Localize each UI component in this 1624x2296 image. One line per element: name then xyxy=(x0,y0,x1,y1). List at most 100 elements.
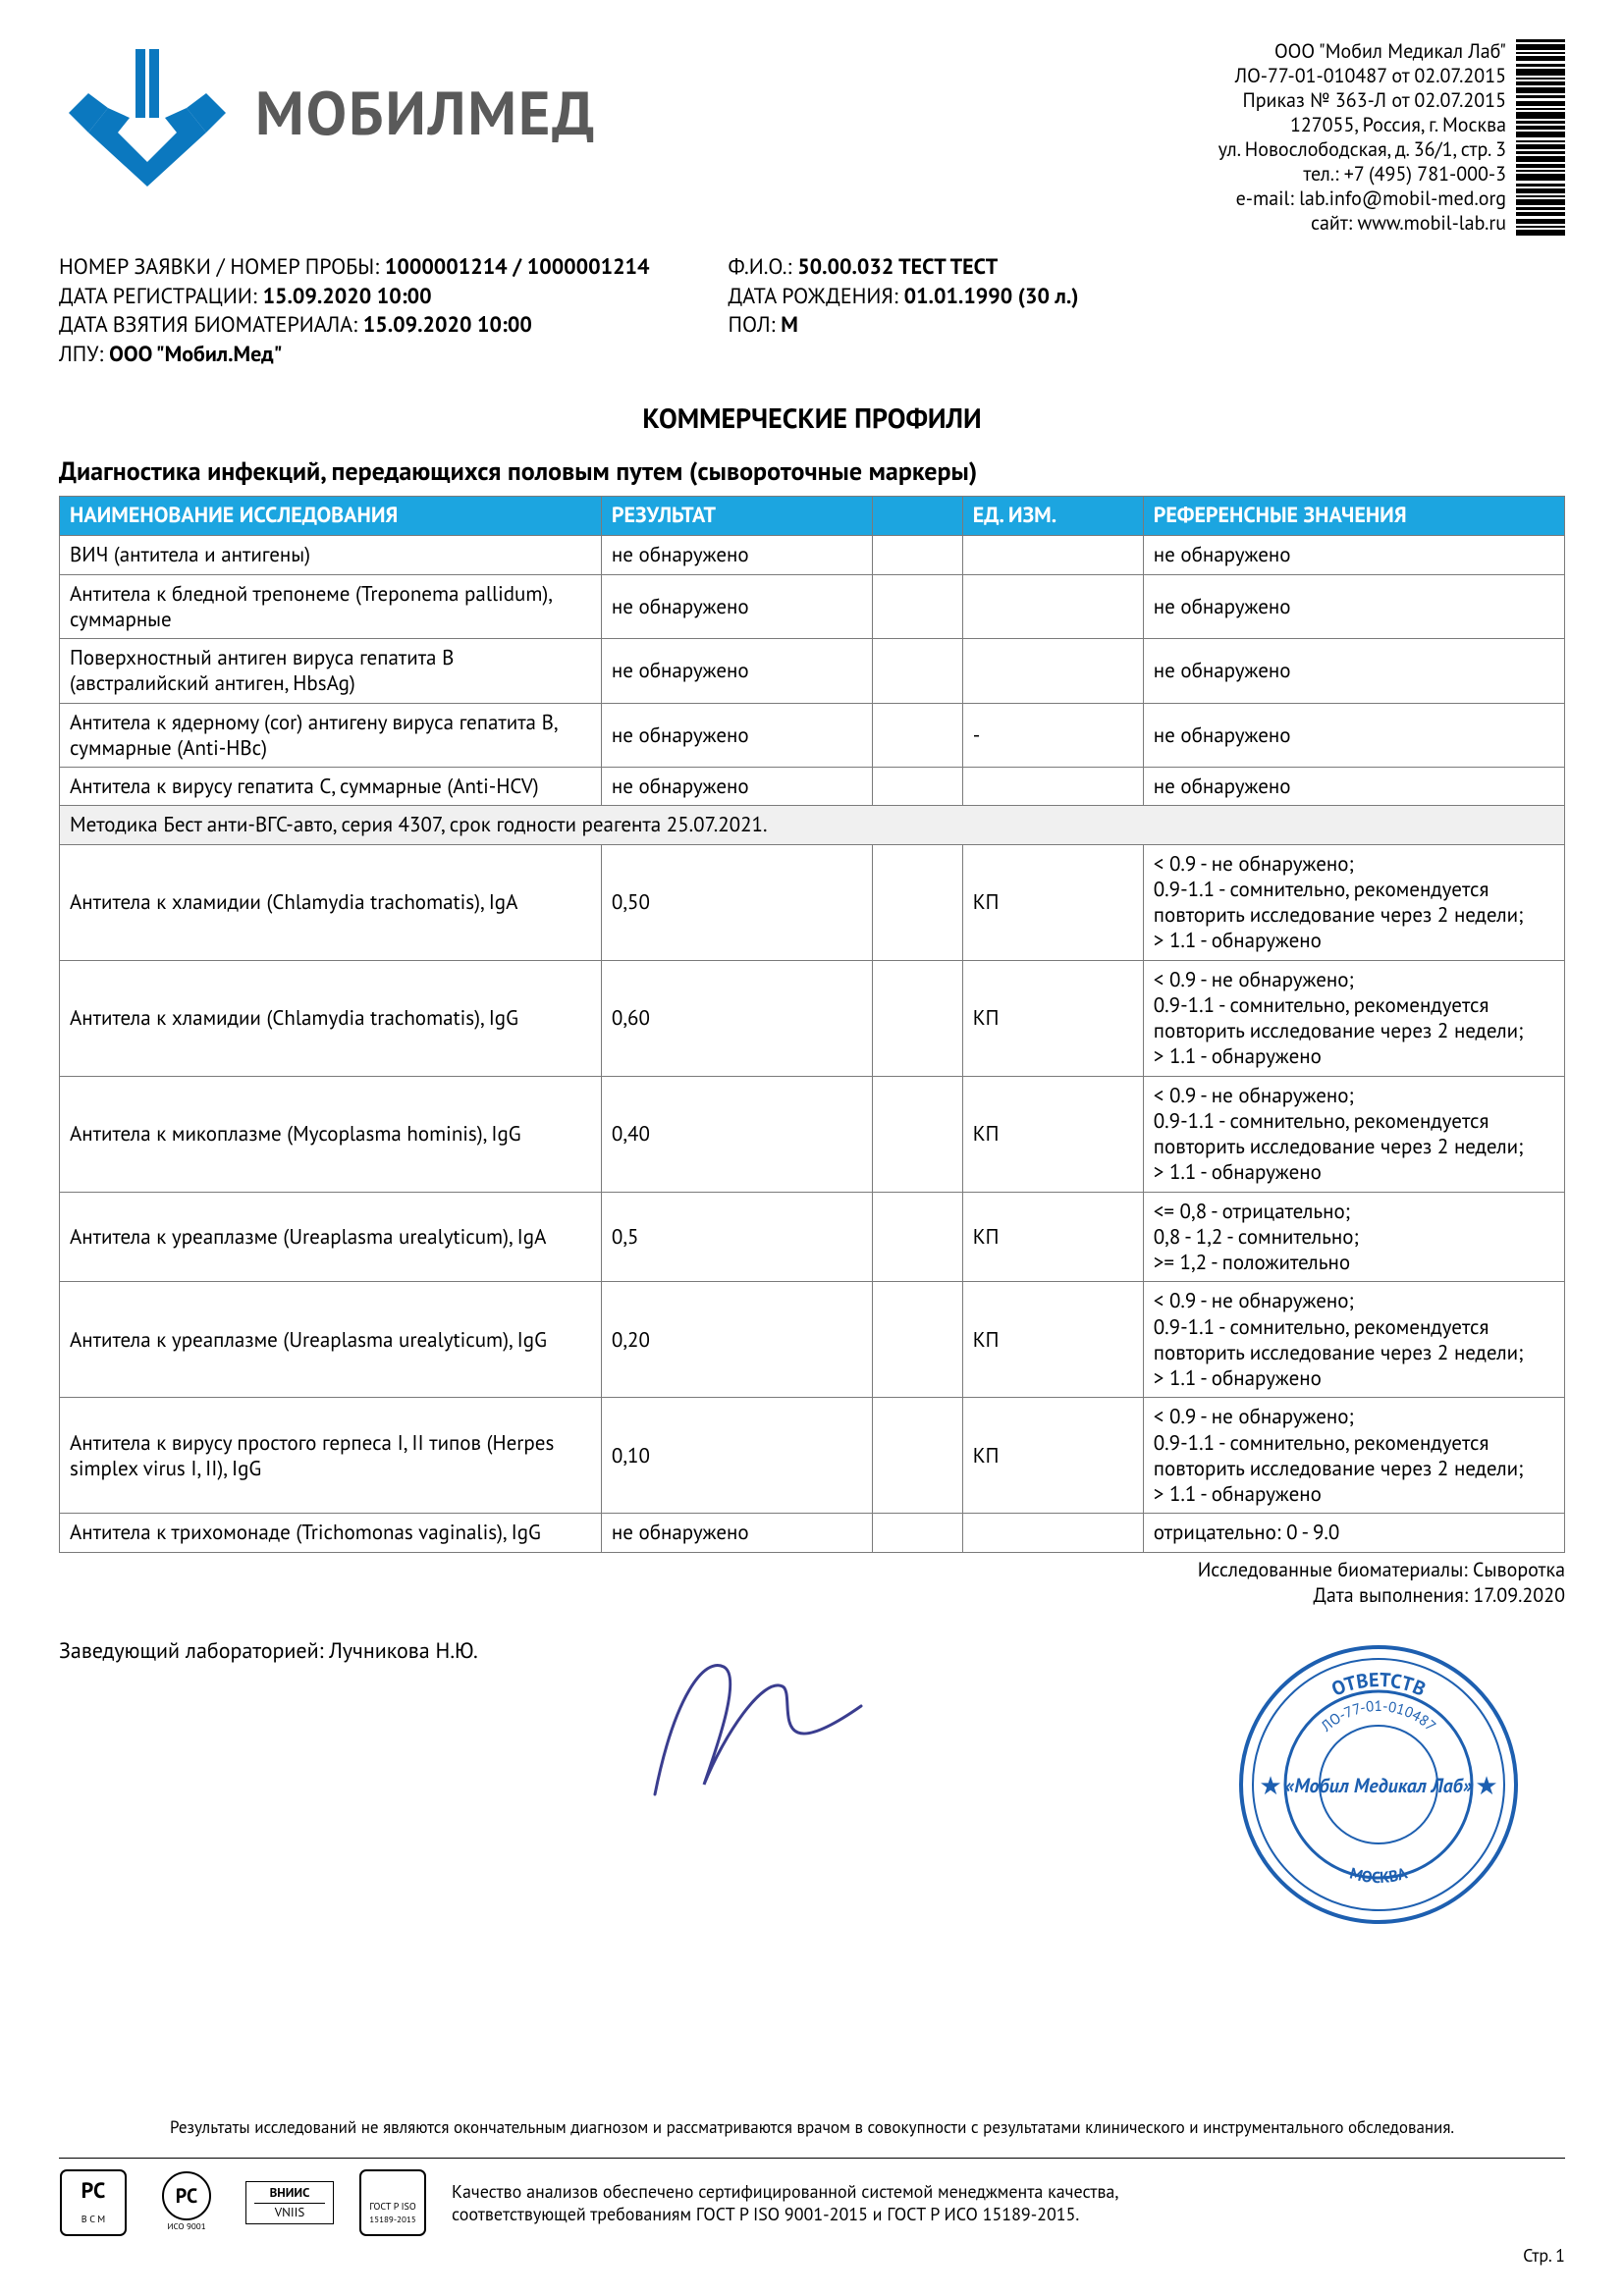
meta-right: Ф.И.О.: 50.00.032 ТЕСТ ТЕСТ ДАТА РОЖДЕНИ… xyxy=(729,253,1079,370)
svg-text:В С М: В С М xyxy=(81,2213,105,2225)
cell-ref: не обнаружено xyxy=(1143,574,1564,639)
logo-icon xyxy=(59,39,236,187)
cell-ref: отрицательно: 0 - 9.0 xyxy=(1143,1514,1564,1552)
cell-flag xyxy=(872,639,962,704)
sex-value: М xyxy=(781,311,798,339)
page-number: Стр. 1 xyxy=(1523,2244,1565,2267)
table-row: Антитела к уреаплазме (Ureaplasma urealy… xyxy=(60,1192,1565,1282)
quality-text: Качество анализов обеспечено сертифициро… xyxy=(452,2180,1118,2226)
cell-unit xyxy=(962,639,1143,704)
section-title: КОММЕРЧЕСКИЕ ПРОФИЛИ xyxy=(59,400,1565,436)
cell-result: не обнаружено xyxy=(601,536,872,574)
cell-result: 0,50 xyxy=(601,844,872,960)
sex-label: ПОЛ: xyxy=(729,311,782,339)
table-row: Антитела к уреаплазме (Ureaplasma urealy… xyxy=(60,1282,1565,1398)
cell-flag xyxy=(872,536,962,574)
cell-result: не обнаружено xyxy=(601,639,872,704)
stamp: ОТВЕТСТВ ЛО-77-01-010487 «Мобил Медикал … xyxy=(1231,1637,1526,1939)
cell-unit xyxy=(962,1514,1143,1552)
cell-flag xyxy=(872,1282,962,1398)
dob-label: ДАТА РОЖДЕНИЯ: xyxy=(729,283,904,310)
cell-name: Антитела к вирусу простого герпеса I, II… xyxy=(60,1398,602,1514)
cell-result: не обнаружено xyxy=(601,574,872,639)
cell-ref: <= 0,8 - отрицательно; 0,8 - 1,2 - сомни… xyxy=(1143,1192,1564,1282)
cell-ref: не обнаружено xyxy=(1143,639,1564,704)
col-ref: РЕФЕРЕНСНЫЕ ЗНАЧЕНИЯ xyxy=(1143,496,1564,536)
cell-name: Антитела к уреаплазме (Ureaplasma urealy… xyxy=(60,1282,602,1398)
signature-row: Заведующий лабораторией: Лучникова Н.Ю. … xyxy=(59,1637,1565,1939)
table-row: Методика Бест анти-ВГС-авто, серия 4307,… xyxy=(60,806,1565,844)
table-row: Антитела к вирусу гепатита C, суммарные … xyxy=(60,768,1565,806)
lab-head: Заведующий лабораторией: Лучникова Н.Ю. xyxy=(59,1637,478,1665)
svg-text:РС: РС xyxy=(81,2177,106,2205)
svg-text:ГОСТ Р ISO: ГОСТ Р ISO xyxy=(369,2200,416,2213)
table-row: Антитела к ядерному (cor) антигену вирус… xyxy=(60,703,1565,768)
cell-ref: < 0.9 - не обнаружено; 0.9-1.1 - сомните… xyxy=(1143,1076,1564,1192)
cell-unit xyxy=(962,768,1143,806)
cell-result: не обнаружено xyxy=(601,703,872,768)
cell-flag xyxy=(872,1514,962,1552)
svg-text:«Мобил Медикал Лаб»: «Мобил Медикал Лаб» xyxy=(1285,1773,1473,1798)
cell-unit xyxy=(962,536,1143,574)
cell-unit: - xyxy=(962,703,1143,768)
cell-ref: не обнаружено xyxy=(1143,768,1564,806)
table-row: Антитела к микоплазме (Mycoplasma homini… xyxy=(60,1076,1565,1192)
cell-flag xyxy=(872,1076,962,1192)
company-phone: тел.: +7 (495) 781-000-3 xyxy=(1218,162,1506,187)
cell-ref: < 0.9 - не обнаружено; 0.9-1.1 - сомните… xyxy=(1143,844,1564,960)
svg-text:15189-2015: 15189-2015 xyxy=(369,2215,415,2225)
reg-date-value: 15.09.2020 10:00 xyxy=(263,283,432,310)
cell-unit: КП xyxy=(962,960,1143,1076)
table-row: Антитела к вирусу простого герпеса I, II… xyxy=(60,1398,1565,1514)
company-address: ул. Новослободская, д. 36/1, стр. 3 xyxy=(1218,137,1506,162)
cell-name: Антитела к ядерному (cor) антигену вирус… xyxy=(60,703,602,768)
cell-ref: не обнаружено xyxy=(1143,536,1564,574)
cell-result: 0,10 xyxy=(601,1398,872,1514)
cell-unit: КП xyxy=(962,1282,1143,1398)
biomaterials: Исследованные биоматериалы: Сыворотка xyxy=(59,1557,1565,1582)
cell-name: Антитела к вирусу гепатита C, суммарные … xyxy=(60,768,602,806)
meta-block: НОМЕР ЗАЯВКИ / НОМЕР ПРОБЫ: 1000001214 /… xyxy=(59,253,1565,370)
barcode-icon xyxy=(1516,39,1565,236)
sub-title: Диагностика инфекций, передающихся полов… xyxy=(59,455,1565,488)
svg-text:РС: РС xyxy=(176,2183,197,2209)
cell-result: 0,40 xyxy=(601,1076,872,1192)
cell-unit: КП xyxy=(962,1076,1143,1192)
cert-vniis-icon: ВНИИС VNIIS xyxy=(245,2181,334,2224)
stamp-icon: ОТВЕТСТВ ЛО-77-01-010487 «Мобил Медикал … xyxy=(1231,1637,1526,1932)
cell-name: Антитела к хламидии (Chlamydia trachomat… xyxy=(60,844,602,960)
cell-name: Антитела к трихомонаде (Trichomonas vagi… xyxy=(60,1514,602,1552)
patient-name-value: 50.00.032 ТЕСТ ТЕСТ xyxy=(797,253,998,281)
cell-name: Антитела к микоплазме (Mycoplasma homini… xyxy=(60,1076,602,1192)
svg-text:МОСКВА: МОСКВА xyxy=(1347,1863,1409,1888)
col-result: РЕЗУЛЬТАТ xyxy=(601,496,872,536)
quality-line1: Качество анализов обеспечено сертифициро… xyxy=(452,2180,1118,2203)
company-email: e-mail: lab.info@mobil-med.org xyxy=(1218,187,1506,211)
table-row: Антитела к хламидии (Chlamydia trachomat… xyxy=(60,960,1565,1076)
cell-flag xyxy=(872,960,962,1076)
svg-text:ОТВЕТСТВ: ОТВЕТСТВ xyxy=(1327,1666,1430,1701)
patient-name-label: Ф.И.О.: xyxy=(729,253,798,281)
svg-text:★: ★ xyxy=(1259,1770,1281,1802)
table-row: Антитела к хламидии (Chlamydia trachomat… xyxy=(60,844,1565,960)
col-flag xyxy=(872,496,962,536)
disclaimer: Результаты исследований не являются окон… xyxy=(59,2116,1565,2138)
col-name: НАИМЕНОВАНИЕ ИССЛЕДОВАНИЯ xyxy=(60,496,602,536)
col-unit: ЕД. ИЗМ. xyxy=(962,496,1143,536)
exec-date: Дата выполнения: 17.09.2020 xyxy=(59,1582,1565,1608)
sample-date-label: ДАТА ВЗЯТИЯ БИОМАТЕРИАЛА: xyxy=(59,311,363,339)
footer-row: РС В С М РС ИСО 9001 ВНИИС VNIIS ГОСТ Р … xyxy=(59,2168,1565,2237)
cert-pct-icon: РС В С М xyxy=(59,2168,128,2237)
svg-text:★: ★ xyxy=(1475,1770,1497,1802)
table-row: Антитела к трихомонаде (Trichomonas vagi… xyxy=(60,1514,1565,1552)
cell-flag xyxy=(872,703,962,768)
cell-result: 0,60 xyxy=(601,960,872,1076)
cell-name: Антитела к хламидии (Chlamydia trachomat… xyxy=(60,960,602,1076)
company-zip-city: 127055, Россия, г. Москва xyxy=(1218,113,1506,137)
cert-15189-icon: ГОСТ Р ISO 15189-2015 xyxy=(358,2168,427,2237)
cell-name: Антитела к бледной трепонеме (Treponema … xyxy=(60,574,602,639)
header: МОБИЛМЕД ООО "Мобил Медикал Лаб" ЛО-77-0… xyxy=(59,39,1565,236)
company-order: Приказ № 363-Л от 02.07.2015 xyxy=(1218,88,1506,113)
company-name: ООО "Мобил Медикал Лаб" xyxy=(1218,39,1506,64)
company-license: ЛО-77-01-010487 от 02.07.2015 xyxy=(1218,64,1506,88)
